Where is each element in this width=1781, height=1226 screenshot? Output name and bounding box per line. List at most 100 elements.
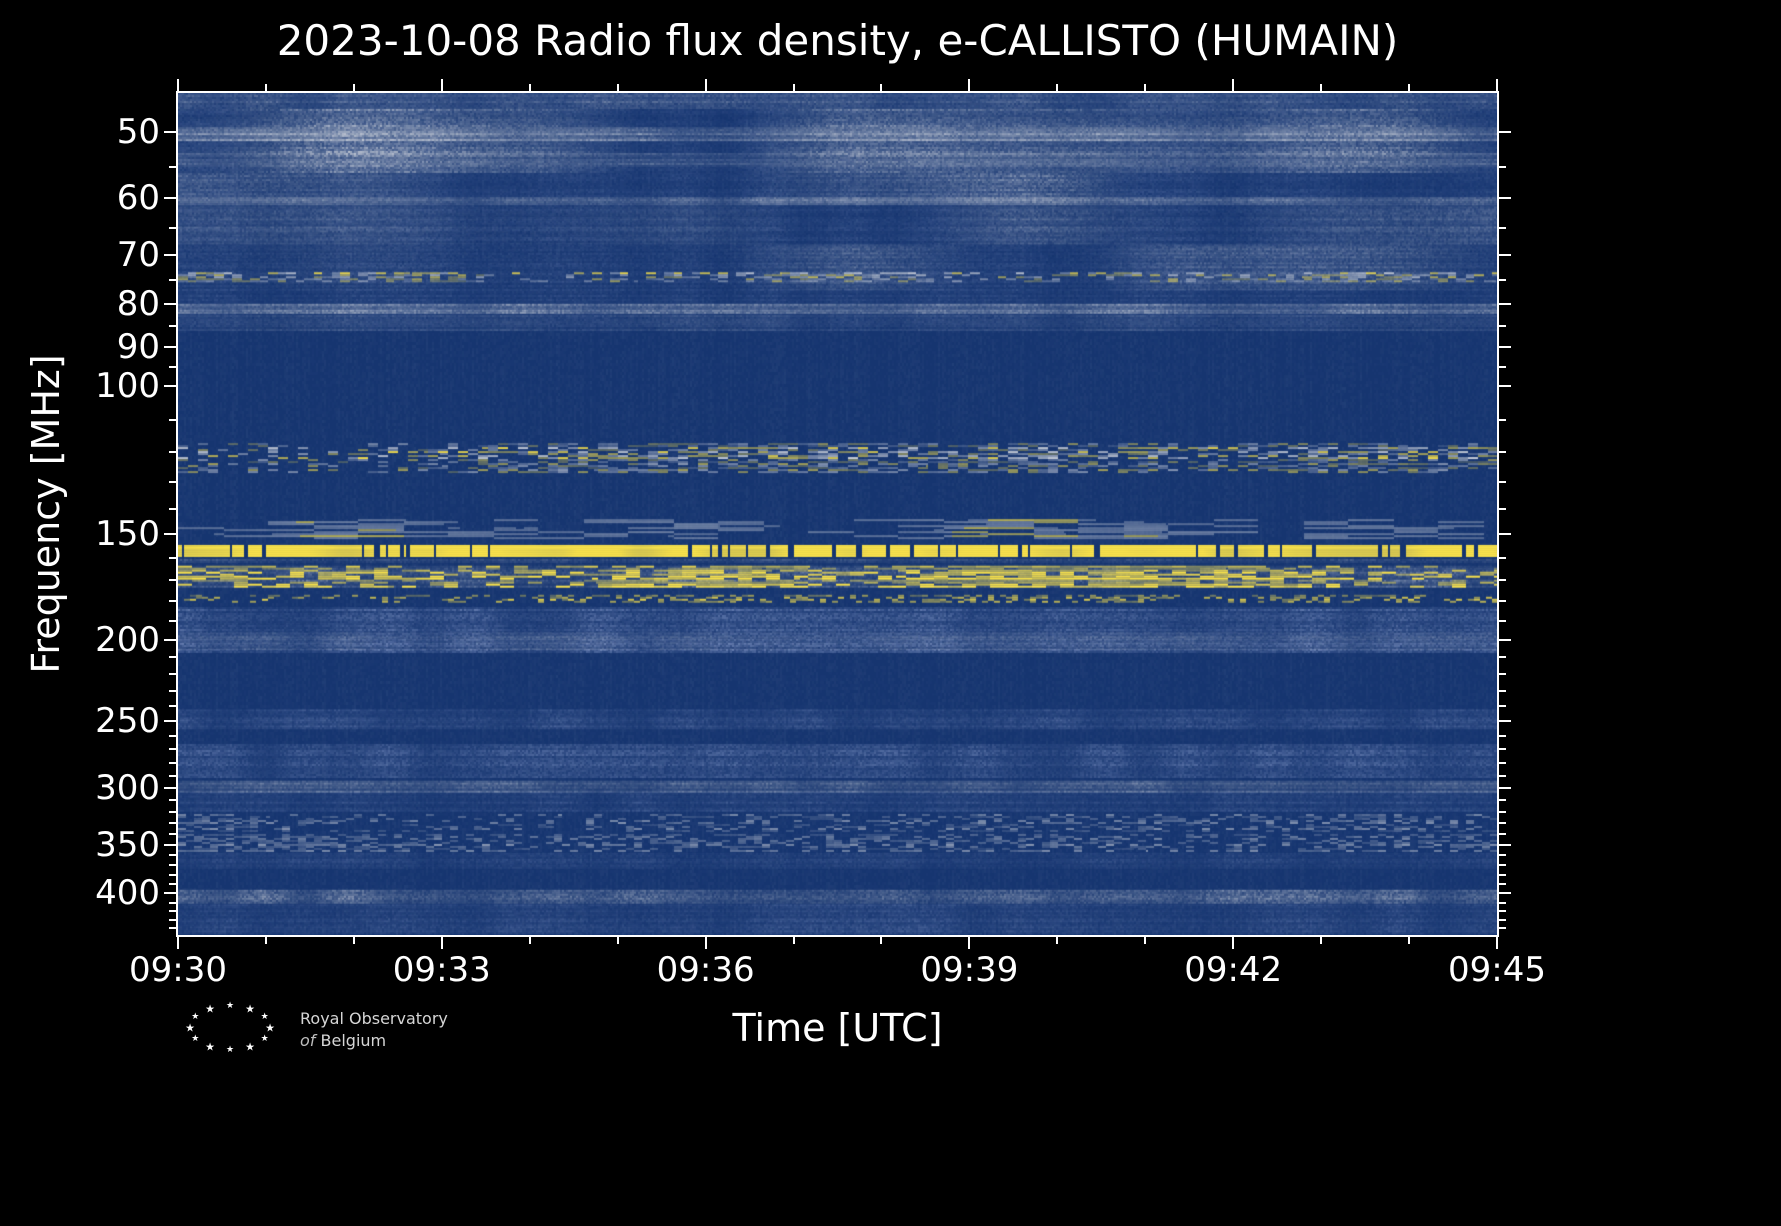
tick-mark: [1499, 720, 1511, 723]
tick-mark: [164, 384, 176, 387]
tick-mark: [164, 533, 176, 536]
tick-mark: [169, 863, 176, 866]
tick-mark: [1499, 507, 1506, 510]
tick-mark: [169, 365, 176, 368]
tick-mark: [1499, 578, 1506, 581]
tick-mark: [169, 761, 176, 764]
chart-title: 2023-10-08 Radio flux density, e-CALLIST…: [276, 16, 1399, 65]
y-tick-label: 80: [116, 283, 160, 324]
tick-mark: [968, 79, 971, 91]
y-tick-label: 300: [95, 768, 160, 809]
tick-mark: [1499, 451, 1506, 454]
tick-mark: [704, 937, 707, 949]
tick-mark: [1408, 937, 1411, 944]
tick-mark: [704, 79, 707, 91]
tick-mark: [1499, 761, 1506, 764]
tick-mark: [169, 279, 176, 282]
tick-mark: [1499, 673, 1506, 676]
star-icon: ★: [205, 1040, 215, 1054]
tick-mark: [169, 226, 176, 229]
x-axis-label: Time [UTC]: [732, 1006, 943, 1050]
tick-mark: [169, 901, 176, 904]
tick-mark: [1499, 863, 1506, 866]
tick-mark: [169, 480, 176, 483]
tick-mark: [177, 937, 179, 949]
tick-mark: [880, 937, 883, 944]
tick-mark: [1499, 480, 1506, 483]
tick-mark: [1499, 638, 1511, 641]
tick-mark: [169, 853, 176, 856]
tick-mark: [352, 937, 355, 944]
tick-mark: [1499, 253, 1511, 256]
tick-mark: [177, 79, 179, 91]
tick-mark: [1499, 910, 1506, 913]
tick-mark: [1499, 748, 1506, 751]
tick-mark: [169, 578, 176, 581]
rob-logo-belgium: Belgium: [320, 1031, 387, 1050]
tick-mark: [1056, 84, 1059, 91]
tick-mark: [169, 556, 176, 559]
star-icon: ★: [225, 1001, 235, 1011]
star-icon: ★: [260, 1034, 269, 1044]
tick-mark: [1499, 165, 1506, 168]
tick-mark: [1499, 279, 1506, 282]
y-tick-label: 50: [116, 111, 160, 152]
y-tick-label: 400: [95, 873, 160, 914]
tick-mark: [1499, 810, 1506, 813]
tick-mark: [264, 84, 267, 91]
rob-logo-of: of: [300, 1031, 316, 1050]
star-icon: ★: [185, 1021, 195, 1035]
tick-mark: [1408, 84, 1411, 91]
y-tick-label: 60: [116, 178, 160, 219]
tick-mark: [1499, 689, 1506, 692]
tick-mark: [264, 937, 267, 944]
tick-mark: [169, 507, 176, 510]
x-tick-label: 09:42: [1184, 950, 1283, 990]
tick-mark: [1499, 734, 1506, 737]
tick-mark: [1499, 226, 1506, 229]
tick-mark: [1499, 197, 1511, 200]
tick-mark: [164, 843, 176, 846]
rob-logo-line2: of Belgium: [300, 1030, 448, 1052]
tick-mark: [164, 787, 176, 790]
tick-mark: [164, 197, 176, 200]
tick-mark: [169, 689, 176, 692]
tick-mark: [164, 130, 176, 133]
tick-mark: [1496, 79, 1498, 91]
tick-mark: [1499, 927, 1506, 930]
tick-mark: [1499, 656, 1506, 659]
tick-mark: [1499, 130, 1511, 133]
star-icon: ★: [191, 1034, 200, 1044]
tick-mark: [169, 325, 176, 328]
tick-mark: [169, 883, 176, 886]
tick-mark: [1499, 843, 1511, 846]
tick-mark: [1499, 345, 1511, 348]
tick-mark: [1499, 873, 1506, 876]
tick-mark: [169, 832, 176, 835]
y-tick-label: 90: [116, 326, 160, 367]
x-tick-label: 09:39: [920, 950, 1019, 990]
star-icon: ★: [191, 1012, 200, 1022]
x-tick-label: 09:45: [1448, 950, 1546, 990]
tick-mark: [169, 734, 176, 737]
star-icon: ★: [265, 1021, 275, 1035]
tick-mark: [1232, 937, 1235, 949]
tick-mark: [616, 84, 619, 91]
tick-mark: [1499, 918, 1506, 921]
star-icon: ★: [260, 1012, 269, 1022]
rob-logo: ★ ★ ★ ★ ★ ★ ★ ★ ★ ★ ★ ★ Royal Observatory of Belgiu…: [182, 996, 448, 1064]
y-tick-label: 250: [95, 701, 160, 742]
tick-mark: [1499, 419, 1506, 422]
tick-mark: [164, 720, 176, 723]
tick-mark: [169, 451, 176, 454]
tick-mark: [1320, 937, 1323, 944]
tick-mark: [440, 937, 443, 949]
tick-mark: [164, 345, 176, 348]
y-tick-label: 150: [95, 514, 160, 555]
x-tick-label: 09:30: [129, 950, 227, 990]
tick-mark: [169, 774, 176, 777]
tick-mark: [1499, 384, 1511, 387]
rob-logo-stars-icon: ★ ★ ★ ★ ★ ★ ★ ★ ★ ★ ★ ★: [182, 996, 278, 1064]
tick-mark: [169, 656, 176, 659]
x-tick-label: 09:33: [392, 950, 491, 990]
